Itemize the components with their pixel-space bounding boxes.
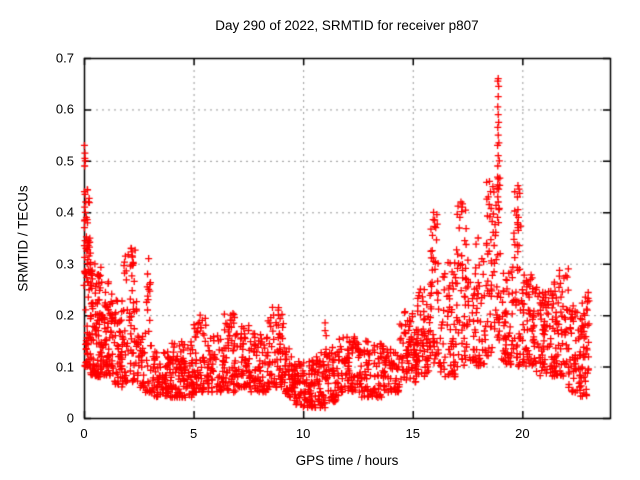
y-tick-label: 0.2 [55, 307, 74, 323]
x-axis-label: GPS time / hours [295, 453, 399, 468]
y-tick-label: 0.5 [55, 153, 74, 169]
x-tick-label: 20 [515, 426, 530, 441]
y-tick-label: 0.1 [55, 359, 74, 375]
x-tick-label: 5 [189, 426, 198, 441]
y-tick-label: 0.4 [55, 204, 74, 220]
y-tick-label: 0.6 [55, 101, 74, 117]
x-tick-label: 15 [405, 426, 420, 441]
y-tick-label: 0.7 [55, 50, 74, 66]
x-tick-label: 0 [80, 426, 88, 441]
x-tick-label: 10 [295, 426, 311, 441]
chart-title: Day 290 of 2022, SRMTID for receiver p80… [215, 18, 479, 33]
y-axis-label: SRMTID / TECUs [15, 185, 31, 292]
y-tick-label: 0.3 [55, 256, 74, 272]
y-tick-label: 0 [66, 410, 74, 426]
